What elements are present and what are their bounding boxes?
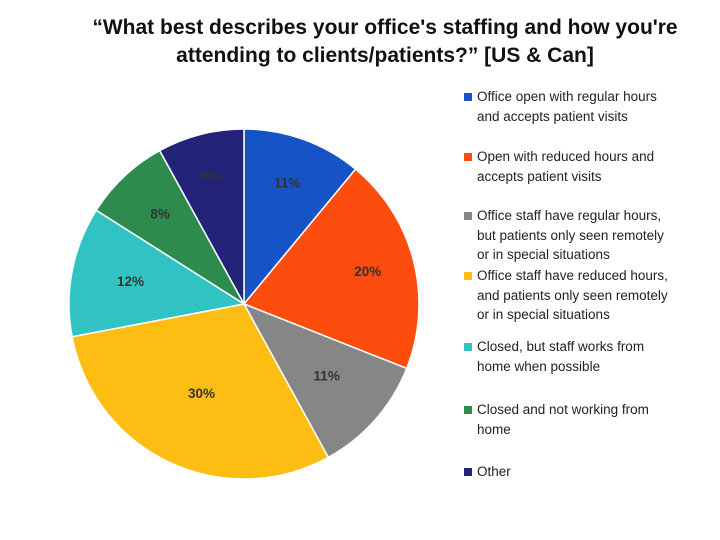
legend-label: Office staff have reduced hours, and pati… [477, 266, 714, 325]
data-label-staff-regular-remote: 11% [314, 368, 340, 383]
legend-swatch [464, 468, 472, 476]
chart-title: “What best describes your office's staff… [40, 14, 720, 70]
legend-label-line: home when possible [477, 358, 601, 374]
legend-label-line: and patients only seen remotely [477, 287, 668, 303]
legend-label-line: but patients only seen remotely [477, 227, 664, 243]
legend-swatch [464, 343, 472, 351]
legend-swatch [464, 406, 472, 414]
legend-label-line: and accepts patient visits [477, 108, 628, 124]
legend-label-line: Office staff have reduced hours, [477, 268, 668, 283]
legend-label: Office staff have regular hours, but pati… [477, 206, 714, 265]
data-label-other: 8% [202, 168, 222, 183]
pie-slice-staff-reduced-remote [71, 303, 330, 480]
legend-label-line: home [477, 421, 511, 437]
pie-slice-open-reduced [242, 168, 420, 370]
legend-item-staff-reduced-remote: Office staff have reduced hours, and pati… [464, 266, 714, 325]
legend-label: Open with reduced hours and accepts patie… [477, 147, 714, 186]
data-label-open-regular: 11% [274, 175, 300, 190]
legend-label-line: Open with reduced hours and [477, 149, 655, 164]
chart-title-line-1: “What best describes your office's staff… [92, 16, 678, 39]
chart-title-line-2: attending to clients/patients?” [US & Ca… [176, 44, 594, 67]
data-label-staff-reduced-remote: 30% [188, 386, 215, 401]
legend-item-closed-not-working: Closed and not working from home [464, 400, 714, 439]
legend-label-line: Office open with regular hours [477, 89, 657, 104]
pie-slice-other [158, 128, 245, 305]
legend-item-closed-wfh: Closed, but staff works from home when po… [464, 337, 714, 376]
legend-item-open-reduced: Open with reduced hours and accepts patie… [464, 147, 714, 186]
legend-item-staff-regular-remote: Office staff have regular hours, but pati… [464, 206, 714, 265]
pie-slice-staff-regular-remote [242, 302, 408, 459]
pie-slice-open-regular [243, 128, 357, 307]
legend-label-line: accepts patient visits [477, 168, 602, 184]
legend-swatch [464, 212, 472, 220]
data-label-closed-not-working: 8% [150, 206, 170, 221]
legend-swatch [464, 153, 472, 161]
data-label-closed-wfh: 12% [117, 274, 144, 289]
pie-slice-closed-wfh [68, 209, 247, 338]
legend-label: Other [477, 462, 714, 482]
legend-label-line: or in special situations [477, 307, 610, 322]
data-label-open-reduced: 20% [354, 264, 381, 279]
legend-label-line: Closed and not working from [477, 402, 649, 417]
legend-label-line: Other [477, 464, 511, 479]
legend-item-other: Other [464, 462, 714, 482]
legend-item-open-regular: Office open with regular hours and accept… [464, 87, 714, 126]
legend-label: Office open with regular hours and accept… [477, 87, 714, 126]
legend-label: Closed, but staff works from home when po… [477, 337, 714, 376]
legend-label: Closed and not working from home [477, 400, 714, 439]
legend-label-line: or in special situations [477, 247, 610, 262]
pie-chart: 11% 20% 11% 30% 12% 8% 8% [68, 128, 420, 480]
legend-label-line: Office staff have regular hours, [477, 208, 662, 223]
legend-swatch [464, 272, 472, 280]
legend-swatch [464, 93, 472, 101]
legend-label-line: Closed, but staff works from [477, 339, 645, 354]
